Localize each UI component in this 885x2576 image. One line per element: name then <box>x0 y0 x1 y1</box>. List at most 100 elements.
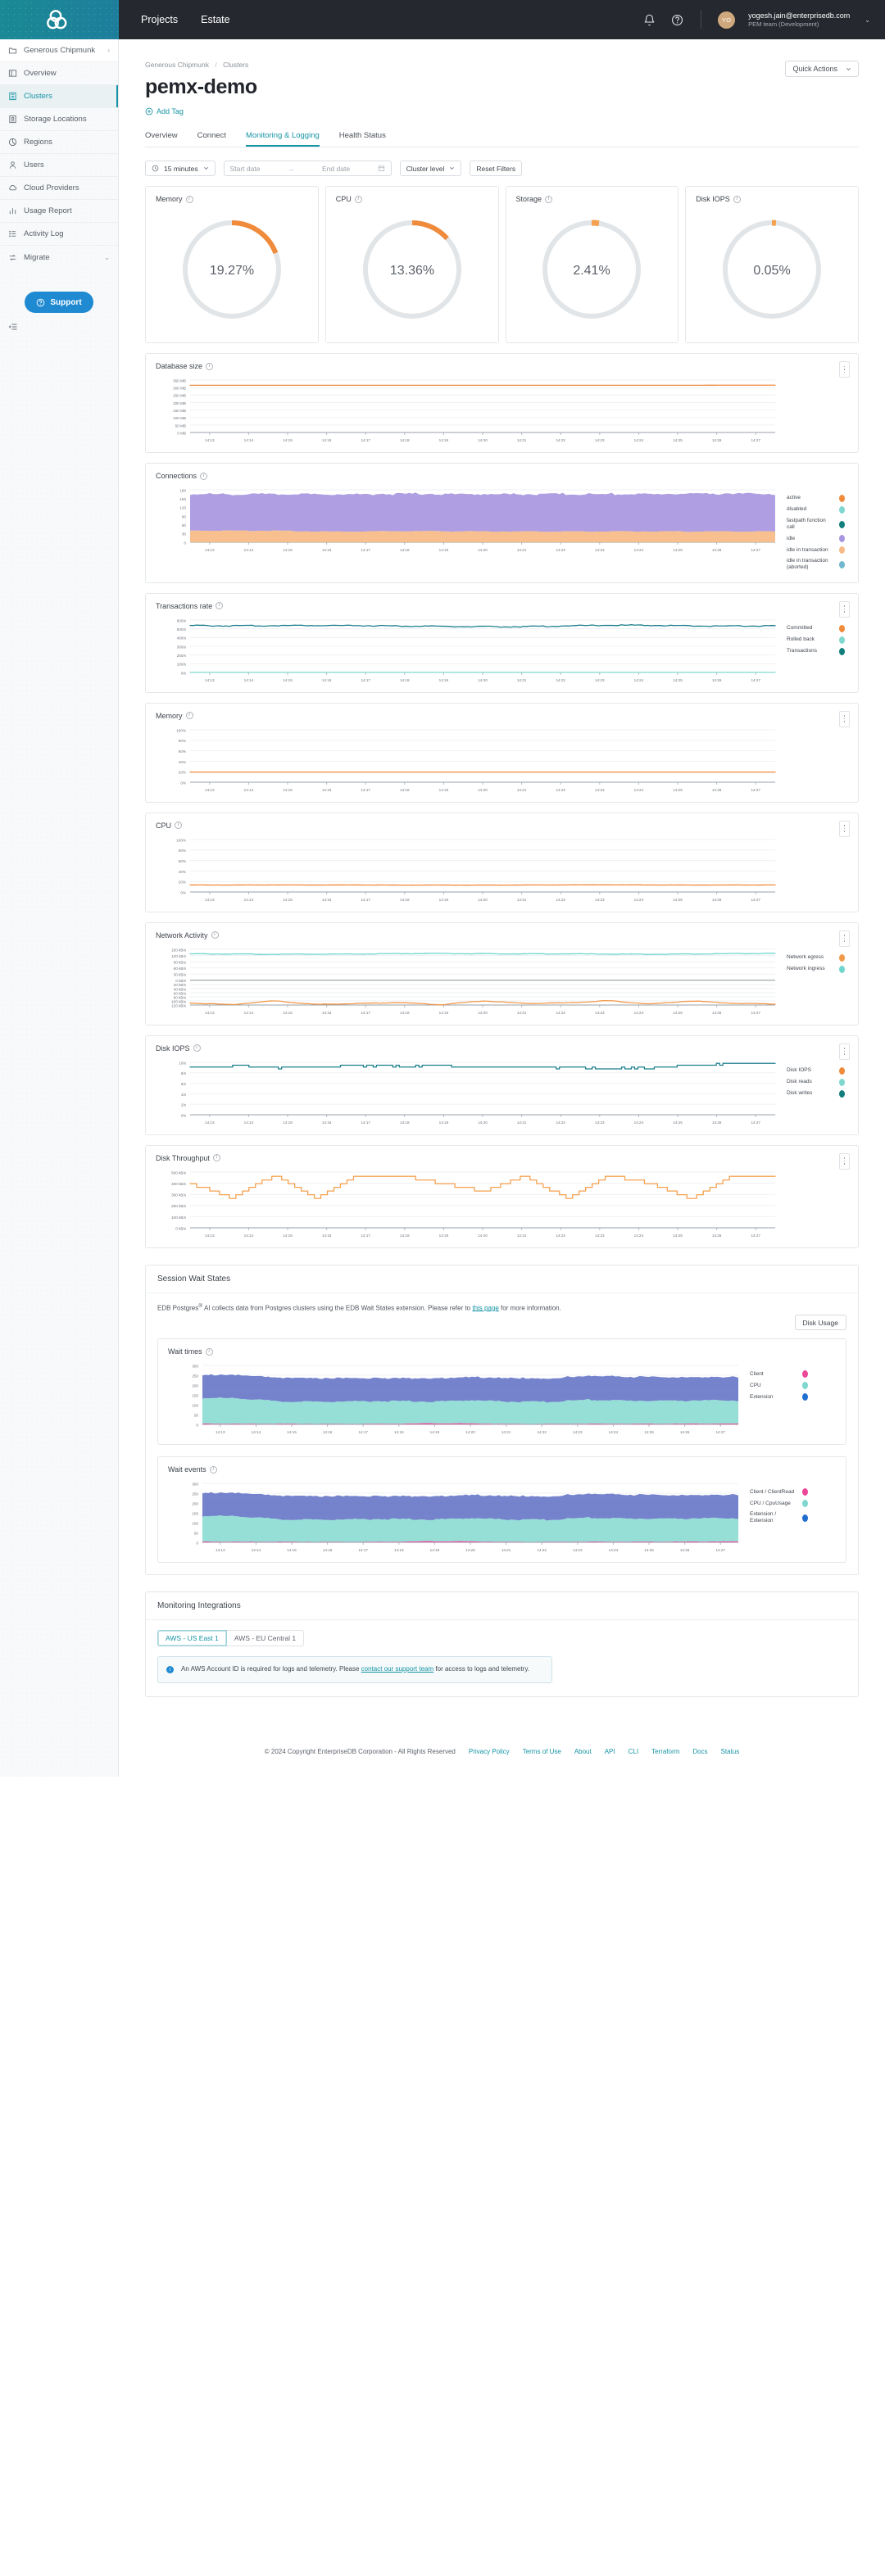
user-info[interactable]: yogesh.jain@enterprisedb.com PEM team (D… <box>748 11 850 29</box>
legend-item[interactable]: Extension / Extension <box>750 1511 808 1524</box>
legend-item[interactable]: Rolled back <box>787 636 845 644</box>
legend-item[interactable]: CPU / CpuUsage <box>750 1500 808 1508</box>
footer-link-privacy-policy[interactable]: Privacy Policy <box>468 1747 510 1755</box>
sidebar-item-clusters[interactable]: Clusters <box>0 85 118 108</box>
breadcrumb-project[interactable]: Generous Chipmunk <box>145 61 209 69</box>
reset-filters-button[interactable]: Reset Filters <box>470 161 523 176</box>
tab-health-status[interactable]: Health Status <box>338 131 386 140</box>
add-tag-button[interactable]: Add Tag <box>145 107 184 115</box>
legend-item[interactable]: Client / ClientRead <box>750 1488 808 1496</box>
top-nav-projects[interactable]: Projects <box>141 14 179 25</box>
y-tick-label: 100 <box>192 1522 198 1526</box>
legend-item[interactable]: fastpath function call <box>787 518 845 531</box>
legend-item[interactable]: Disk reads <box>787 1078 845 1086</box>
chart-options-menu-icon[interactable] <box>839 930 850 947</box>
bell-icon[interactable] <box>642 12 656 27</box>
sidebar-item-users[interactable]: Users <box>0 154 118 177</box>
legend-item[interactable]: Committed <box>787 624 845 632</box>
y-tick-label: 0 <box>196 1542 198 1546</box>
x-tick-label: 14:21 <box>517 438 527 442</box>
info-icon[interactable]: i <box>205 1347 213 1356</box>
chart-options-menu-icon[interactable] <box>839 1152 850 1170</box>
chart-options-menu-icon[interactable] <box>839 710 850 727</box>
info-icon[interactable]: i <box>209 1465 217 1474</box>
x-tick-label: 14:21 <box>502 1430 511 1434</box>
info-icon[interactable]: i <box>216 602 224 609</box>
tab-overview[interactable]: Overview <box>145 131 178 140</box>
disk-usage-button[interactable]: Disk Usage <box>794 1315 846 1331</box>
info-icon[interactable]: i <box>185 195 193 203</box>
quick-actions-button[interactable]: Quick Actions <box>785 61 859 77</box>
legend-item[interactable]: Client <box>750 1370 808 1379</box>
footer-link-cli[interactable]: CLI <box>628 1747 639 1755</box>
help-circle-icon[interactable] <box>669 12 684 27</box>
top-nav-estate[interactable]: Estate <box>201 14 230 25</box>
info-icon[interactable]: i <box>193 1044 201 1052</box>
y-tick-label: 250 <box>192 1374 198 1379</box>
breadcrumb-section[interactable]: Clusters <box>223 61 249 69</box>
info-icon[interactable]: i <box>200 472 208 480</box>
legend-item[interactable]: idle in transaction <box>787 546 845 555</box>
sidebar-item-regions[interactable]: Regions <box>0 131 118 154</box>
sidebar-item-storage-locations[interactable]: Storage Locations <box>0 108 118 131</box>
start-date-input[interactable]: Start date <box>229 164 261 173</box>
this-page-link[interactable]: this page <box>472 1304 499 1312</box>
support-team-link[interactable]: contact our support team <box>361 1665 434 1673</box>
legend-item[interactable]: Network egress <box>787 953 845 962</box>
tab-connect[interactable]: Connect <box>197 131 226 140</box>
legend-item[interactable]: Extension <box>750 1393 808 1401</box>
info-icon[interactable]: i <box>175 822 183 829</box>
legend-label: Extension <box>750 1393 774 1400</box>
info-icon[interactable]: i <box>206 362 214 370</box>
legend-item[interactable]: Disk writes <box>787 1089 845 1098</box>
footer-link-api[interactable]: API <box>604 1747 615 1755</box>
tab-monitoring-logging[interactable]: Monitoring & Logging <box>246 131 320 147</box>
legend-item[interactable]: active <box>787 495 845 502</box>
chart-options-menu-icon[interactable] <box>839 1043 850 1060</box>
legend-item[interactable]: CPU <box>750 1382 808 1390</box>
sidebar-item-overview[interactable]: Overview <box>0 62 118 85</box>
legend-item[interactable]: Transactions <box>787 647 845 655</box>
interval-select[interactable]: 15 minutes <box>145 161 216 176</box>
end-date-input[interactable]: End date <box>322 164 351 173</box>
brand-logo[interactable] <box>0 0 119 39</box>
footer-link-terms-of-use[interactable]: Terms of Use <box>522 1747 561 1755</box>
legend-item[interactable]: Network ingress <box>787 965 845 973</box>
legend-item[interactable]: Disk IOPS <box>787 1066 845 1075</box>
footer-link-about[interactable]: About <box>574 1747 592 1755</box>
avatar[interactable]: YO <box>718 11 736 29</box>
chevron-down-icon[interactable]: ⌄ <box>104 253 110 261</box>
region-tab-aws-us-east-1[interactable]: AWS - US East 1 <box>157 1630 227 1647</box>
legend-item[interactable]: idle <box>787 535 845 543</box>
user-menu-chevron-down-icon[interactable]: ⌄ <box>865 16 870 24</box>
support-button[interactable]: Support <box>25 292 93 313</box>
sidebar-item-cloud-providers[interactable]: Cloud Providers <box>0 177 118 200</box>
footer-link-status[interactable]: Status <box>720 1747 740 1755</box>
sidebar-item-project[interactable]: Generous Chipmunk › <box>0 39 118 62</box>
region-tab-aws-eu-central-1[interactable]: AWS - EU Central 1 <box>226 1630 305 1647</box>
footer-link-docs[interactable]: Docs <box>692 1747 708 1755</box>
y-tick-label: 300 kB/s <box>171 1193 187 1197</box>
footer-link-terraform[interactable]: Terraform <box>651 1747 680 1755</box>
gauge-value: 19.27% <box>210 264 254 278</box>
sidebar-item-migrate[interactable]: Migrate ⌄ <box>0 246 118 269</box>
chart-options-menu-icon[interactable] <box>839 361 850 378</box>
info-icon[interactable]: i <box>545 195 553 203</box>
cluster-level-select[interactable]: Cluster level <box>399 161 462 176</box>
info-icon[interactable]: i <box>211 931 219 939</box>
chart-options-menu-icon[interactable] <box>839 600 850 618</box>
y-tick-label: 0 <box>196 1424 198 1428</box>
info-icon[interactable]: i <box>185 712 193 719</box>
chevron-right-icon[interactable]: › <box>107 47 110 54</box>
sidebar-item-usage-report[interactable]: Usage Report <box>0 200 118 223</box>
info-icon[interactable]: i <box>354 195 362 203</box>
info-icon[interactable]: i <box>212 1154 220 1161</box>
date-range-input[interactable]: Start date → End date <box>223 161 392 176</box>
chart-options-menu-icon[interactable] <box>839 820 850 837</box>
legend-item[interactable]: idle in transaction (aborted) <box>787 558 845 571</box>
collapse-sidebar-icon[interactable] <box>8 322 18 334</box>
legend-item[interactable]: disabled <box>787 506 845 514</box>
x-tick-label: 14:23 <box>573 1430 583 1434</box>
sidebar-item-activity-log[interactable]: Activity Log <box>0 223 118 246</box>
info-icon[interactable]: i <box>733 195 741 203</box>
